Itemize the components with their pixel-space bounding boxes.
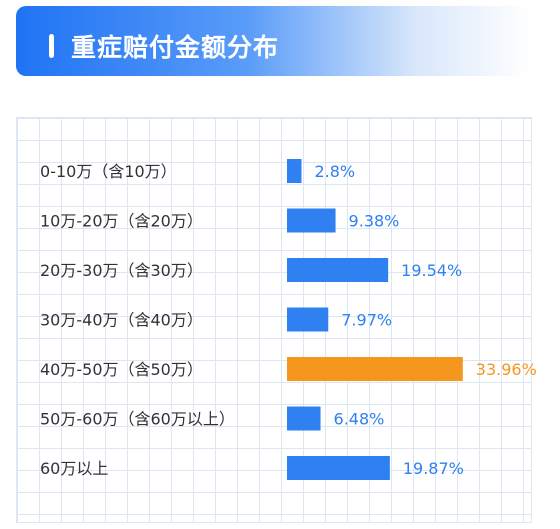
value-label: 19.87%	[403, 459, 464, 478]
category-label: 60万以上	[40, 459, 108, 478]
category-label: 30万-40万（含40万）	[40, 311, 203, 330]
category-label: 50万-60万（含60万以上）	[40, 410, 235, 429]
value-labels: 2.8% 9.38% 19.54% 7.97% 33.96% 6.48% 19.87%	[314, 162, 536, 478]
category-label: 40万-50万（含50万）	[40, 360, 203, 379]
value-label: 19.54%	[401, 261, 462, 280]
chart-grid-background	[16, 117, 532, 523]
value-label: 2.8%	[314, 162, 355, 181]
category-label: 0-10万（含10万）	[40, 162, 177, 181]
chart-title: 重症赔付金额分布	[71, 33, 280, 62]
bar	[287, 357, 463, 381]
category-label: 10万-20万（含20万）	[40, 212, 203, 231]
bar	[287, 406, 321, 431]
header-accent-bar	[49, 34, 54, 58]
chart-header: 重症赔付金额分布	[16, 6, 530, 76]
category-labels: 0-10万（含10万） 10万-20万（含20万） 20万-30万（含30万） 30万…	[40, 162, 235, 478]
bars	[287, 159, 463, 480]
value-label: 6.48%	[334, 410, 385, 429]
bar	[287, 208, 336, 233]
bar	[287, 159, 302, 183]
value-label: 9.38%	[349, 212, 400, 231]
bar	[287, 456, 390, 480]
bar	[287, 258, 389, 282]
value-label: 33.96%	[476, 360, 537, 379]
bar	[287, 307, 329, 332]
value-label: 7.97%	[341, 311, 392, 330]
category-label: 20万-30万（含30万）	[40, 261, 203, 280]
